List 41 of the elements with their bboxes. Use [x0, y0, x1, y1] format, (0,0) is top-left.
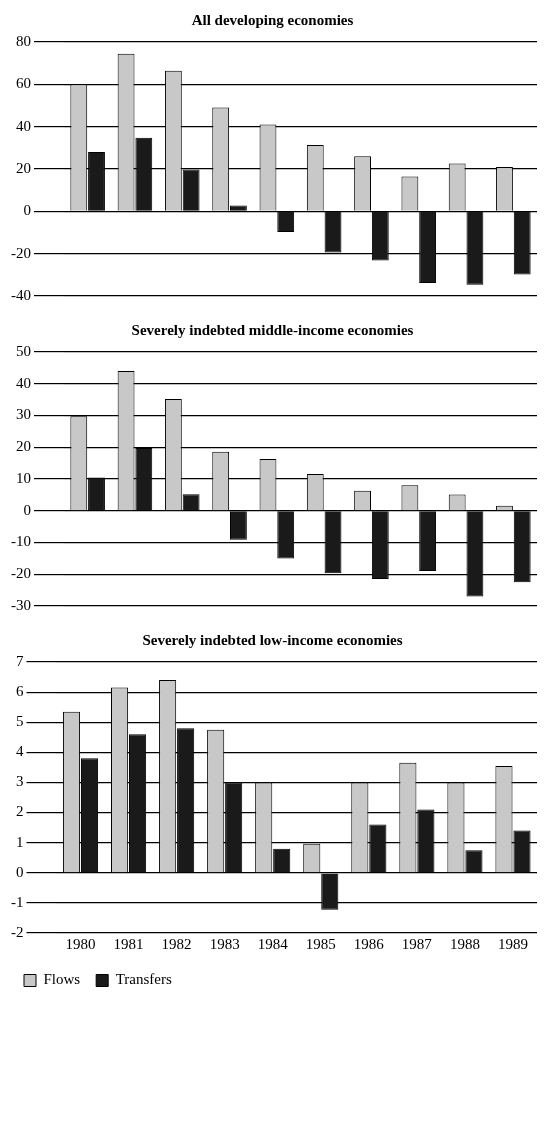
y-tick-label: 2: [16, 803, 24, 820]
legend-label: Transfers: [115, 971, 172, 988]
x-tick-label: 1987: [401, 935, 433, 952]
y-tick-label: -20: [11, 244, 31, 261]
y-tick-label: 40: [16, 117, 31, 134]
x-tick-label: 1984: [257, 935, 289, 952]
y-tick-label: -10: [11, 533, 31, 550]
chart-title: All developing economies: [191, 11, 354, 28]
y-tick-label: 0: [23, 202, 31, 219]
y-tick-label: 30: [16, 406, 31, 423]
y-tick-label: -30: [11, 596, 31, 613]
y-tick-label: 0: [23, 501, 31, 518]
y-tick-label: 6: [16, 683, 24, 700]
y-tick-label: 7: [16, 652, 24, 669]
y-tick-label: 1: [16, 833, 24, 850]
chart-title: Severely indebted middle-income economies: [131, 321, 414, 338]
y-tick-label: 3: [16, 773, 24, 790]
x-tick-label: 1982: [161, 935, 192, 952]
y-tick-label: 60: [16, 75, 31, 92]
y-tick-label: 80: [16, 32, 31, 49]
x-tick-label: 1981: [113, 935, 144, 952]
y-tick-label: 0: [16, 863, 24, 880]
y-tick-label: 5: [16, 713, 24, 730]
x-tick-label: 1980: [65, 935, 96, 952]
y-tick-label: 20: [16, 159, 31, 176]
y-tick-label: -2: [11, 923, 24, 940]
x-tick-label: 1988: [449, 935, 480, 952]
x-tick-label: 1986: [353, 935, 385, 952]
y-tick-label: 10: [16, 469, 31, 486]
y-tick-label: 4: [16, 743, 24, 760]
legend-label: Flows: [43, 971, 81, 988]
y-tick-label: -20: [11, 565, 31, 582]
x-tick-label: 1983: [209, 935, 240, 952]
y-tick-label: 50: [16, 342, 31, 359]
y-tick-label: -40: [11, 286, 31, 303]
x-tick-label: 1985: [305, 935, 336, 952]
y-tick-label: 20: [16, 438, 31, 455]
y-tick-label: 40: [16, 374, 31, 391]
x-tick-label: 1989: [497, 935, 528, 952]
y-tick-label: -1: [11, 893, 24, 910]
chart-title: Severely indebted low-income economies: [142, 631, 403, 648]
